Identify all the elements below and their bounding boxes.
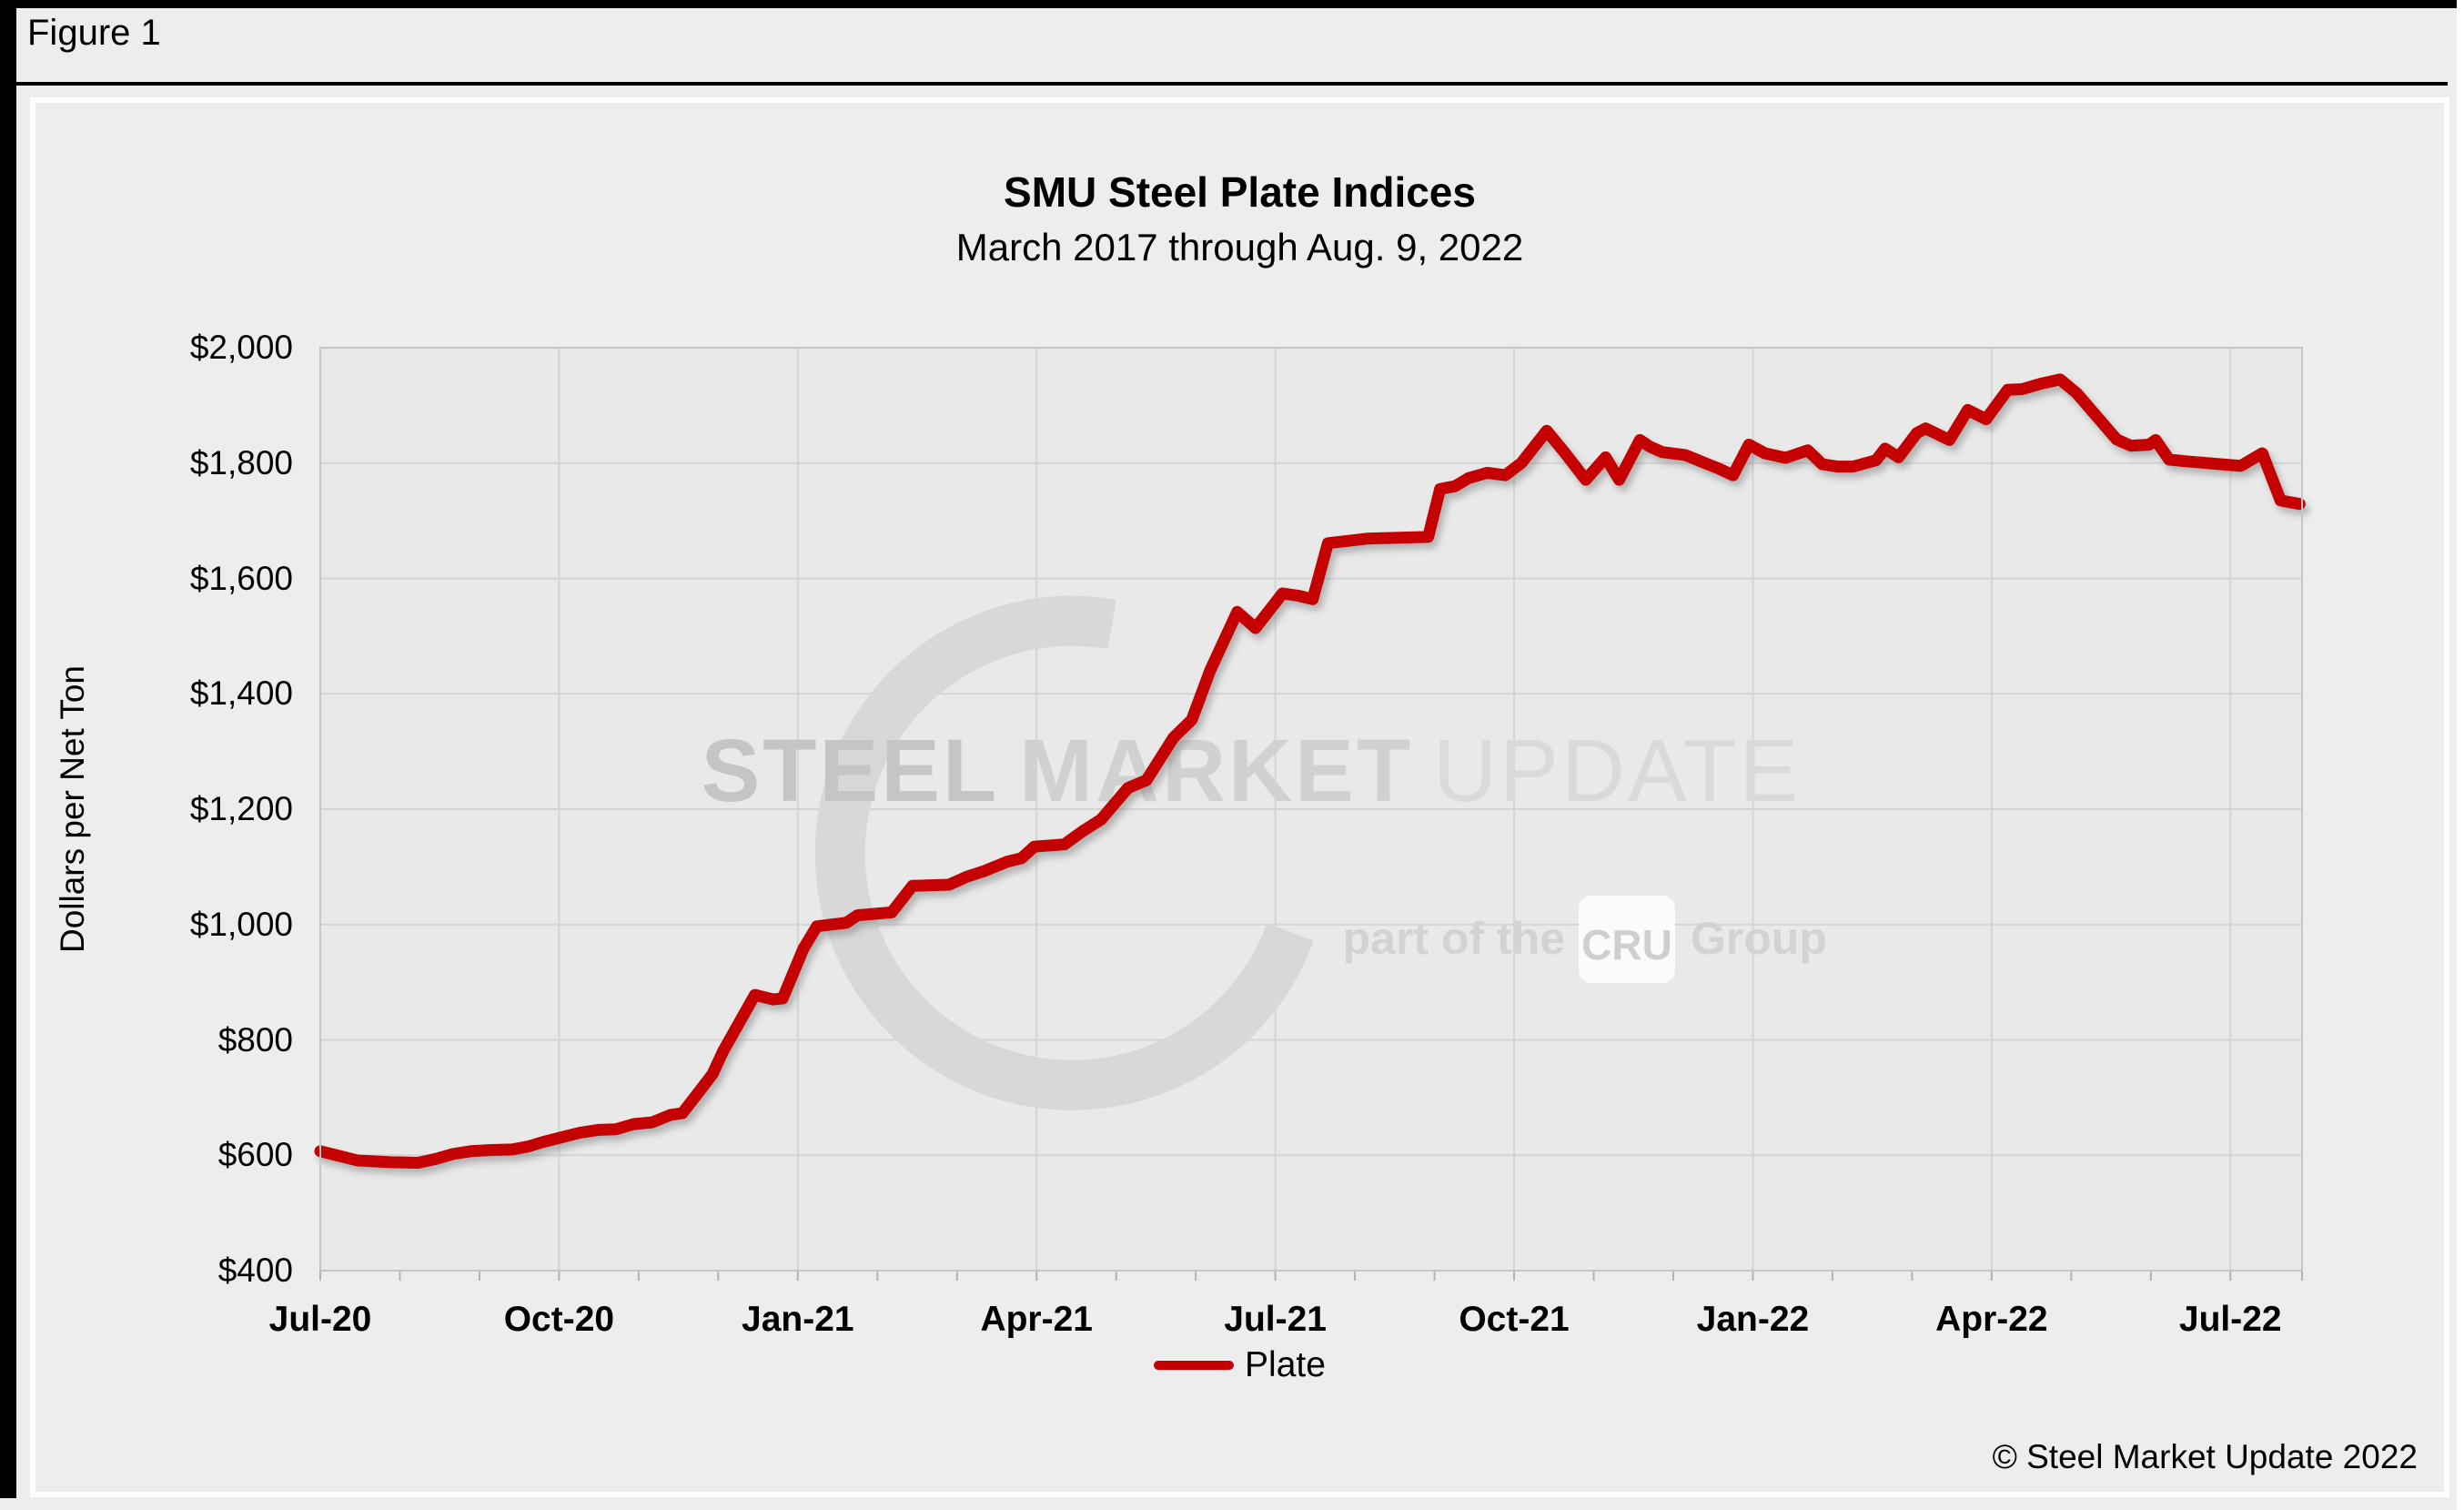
y-tick-label: $600 xyxy=(217,1136,293,1174)
y-tick-label: $1,600 xyxy=(189,559,293,597)
x-tick-label: Apr-22 xyxy=(1935,1300,2048,1339)
y-tick-label: $1,400 xyxy=(189,674,293,713)
legend-label: Plate xyxy=(1245,1345,1326,1384)
x-tick-label: Jul-22 xyxy=(2178,1300,2282,1339)
page-right-margin xyxy=(2457,0,2464,1510)
x-tick-label: Jul-21 xyxy=(1224,1300,1327,1339)
outer-border-top xyxy=(0,0,2457,8)
x-tick-label: Oct-21 xyxy=(1459,1300,1570,1339)
y-tick-label: $1,200 xyxy=(189,790,293,827)
y-tick-label: $400 xyxy=(217,1252,293,1289)
figure-label: Figure 1 xyxy=(27,13,161,53)
watermark-swoosh-icon xyxy=(814,595,1314,1110)
outer-border-left xyxy=(0,0,16,1498)
x-tick-label: Oct-20 xyxy=(503,1300,615,1339)
y-tick-label: $1,800 xyxy=(189,443,293,481)
watermark-part-of-the: part of the xyxy=(1343,913,1565,964)
x-tick-label: Apr-21 xyxy=(980,1300,1093,1339)
y-axis-title: Dollars per Net Ton xyxy=(54,664,91,954)
watermark-steel-market-update: STEEL MARKET UPDATE xyxy=(702,721,1802,820)
cru-logo-box xyxy=(1579,896,1675,983)
plate-price-line-chart: STEEL MARKET UPDATE part of the CRU Group xyxy=(314,347,2306,1281)
cru-logo-text: CRU xyxy=(1581,921,1672,968)
copyright-text: © Steel Market Update 2022 xyxy=(1992,1438,2418,1475)
y-tick-label: $800 xyxy=(217,1020,293,1059)
y-tick-label: $2,000 xyxy=(189,329,293,366)
x-axis-tick-marks xyxy=(319,1271,2303,1281)
chart-title: SMU Steel Plate Indices xyxy=(1004,168,1476,216)
legend-line-swatch xyxy=(1154,1361,1235,1370)
header-rule xyxy=(16,82,2448,86)
watermark-group: Group xyxy=(1691,913,1827,964)
watermark-cru-group: part of the CRU Group xyxy=(1343,896,1827,983)
chart-subtitle: March 2017 through Aug. 9, 2022 xyxy=(955,226,1524,269)
x-tick-label: Jan-21 xyxy=(742,1300,854,1339)
x-tick-label: Jan-22 xyxy=(1696,1300,1810,1339)
y-tick-label: $1,000 xyxy=(189,905,293,943)
gridlines xyxy=(320,348,2302,1271)
chart-legend: Plate xyxy=(30,1345,2449,1385)
x-tick-label: Jul-20 xyxy=(268,1300,372,1339)
plate-series-line xyxy=(314,373,2306,1169)
plot-border xyxy=(319,347,2303,1272)
